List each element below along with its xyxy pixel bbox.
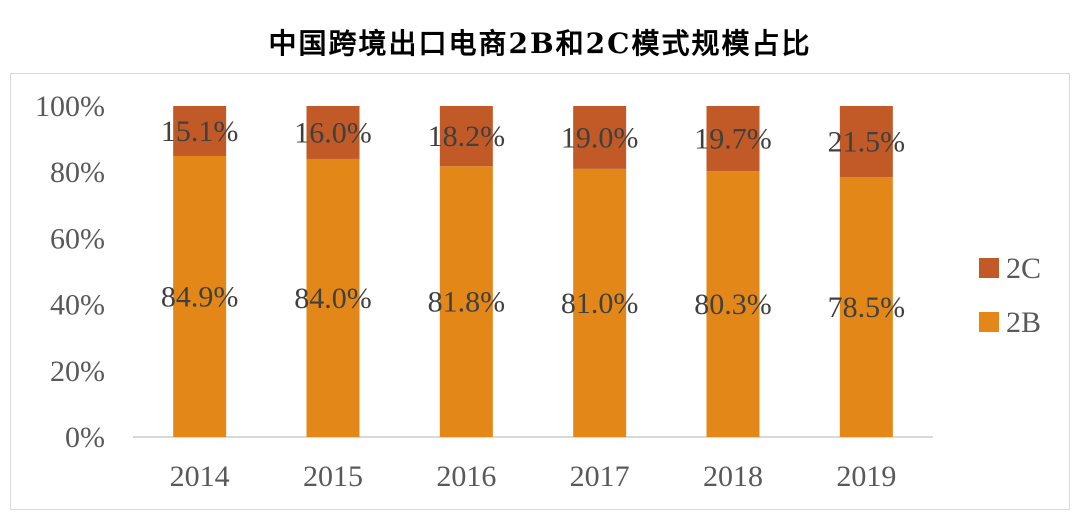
data-label-2B-2014: 84.9% — [161, 280, 239, 313]
x-tick-label: 2014 — [170, 460, 230, 493]
data-label-2B-2017: 81.0% — [561, 287, 639, 320]
legend-label-2C: 2C — [1006, 252, 1041, 285]
x-tick-label: 2017 — [570, 460, 630, 493]
legend-label-2B: 2B — [1006, 306, 1041, 339]
bar-2B-2018 — [706, 171, 760, 437]
y-tick-label: 40% — [50, 289, 105, 322]
bar-2C-2017 — [573, 106, 627, 169]
bar-2C-2019 — [839, 106, 893, 178]
chart-frame — [10, 73, 1070, 510]
data-label-2C-2019: 21.5% — [828, 126, 906, 159]
data-label-2C-2015: 16.0% — [294, 116, 372, 149]
data-label-2B-2019: 78.5% — [828, 291, 906, 324]
legend-swatch-2C — [979, 258, 999, 278]
bar-2C-2015 — [306, 106, 360, 159]
data-label-2B-2018: 80.3% — [694, 288, 772, 321]
data-label-2C-2018: 19.7% — [694, 123, 772, 156]
bar-2B-2016 — [439, 166, 493, 437]
y-tick-label: 20% — [50, 355, 105, 388]
y-tick-label: 0% — [65, 421, 105, 454]
bar-2C-2018 — [706, 106, 760, 172]
bar-2B-2019 — [839, 177, 893, 438]
y-tick-label: 60% — [50, 222, 105, 255]
data-label-2C-2016: 18.2% — [428, 120, 506, 153]
bar-2B-2017 — [573, 168, 627, 437]
x-tick-label: 2016 — [436, 460, 496, 493]
data-label-2B-2015: 84.0% — [294, 282, 372, 315]
x-tick-label: 2015 — [303, 460, 363, 493]
x-tick-label: 2018 — [703, 460, 763, 493]
y-tick-label: 80% — [50, 156, 105, 189]
bar-2B-2014 — [173, 155, 227, 437]
data-label-2C-2014: 15.1% — [161, 115, 239, 148]
data-label-2C-2017: 19.0% — [561, 121, 639, 154]
data-label-2B-2016: 81.8% — [428, 286, 506, 319]
chart-title: 中国跨境出口电商2B和2C模式规模占比 — [268, 27, 812, 60]
x-tick-label: 2019 — [836, 460, 896, 493]
legend-swatch-2B — [979, 312, 999, 332]
bar-2C-2014 — [173, 106, 227, 156]
bar-2B-2015 — [306, 158, 360, 437]
bar-2C-2016 — [439, 106, 493, 167]
y-tick-label: 100% — [35, 90, 105, 123]
